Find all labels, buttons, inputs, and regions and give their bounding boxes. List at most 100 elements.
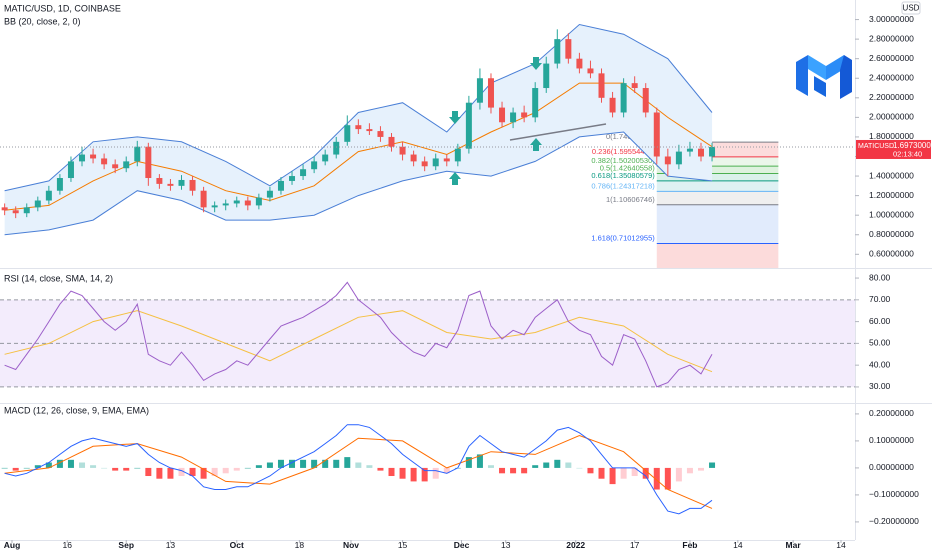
histogram-bar xyxy=(587,467,594,474)
histogram-bar xyxy=(123,467,130,471)
signal-arrows xyxy=(449,57,542,185)
logo-part xyxy=(796,55,808,96)
histogram-bar xyxy=(322,459,329,468)
candle-body xyxy=(23,207,30,214)
fib-zone xyxy=(656,180,779,192)
x-tick-label: 17 xyxy=(630,540,640,550)
candle-body xyxy=(79,154,86,162)
candle-body xyxy=(421,161,428,167)
candle-body xyxy=(399,146,406,155)
histogram-bar xyxy=(101,467,108,469)
histogram-bar xyxy=(45,462,52,468)
histogram-bar xyxy=(543,462,550,468)
candle-body xyxy=(145,146,152,179)
y-tick-label: 40.00 xyxy=(869,359,891,369)
candle-body xyxy=(123,161,130,169)
histogram-bar xyxy=(222,467,229,474)
histogram-bar xyxy=(532,465,539,468)
histogram-bar xyxy=(642,467,649,479)
arrow-down xyxy=(449,111,461,124)
candle-body xyxy=(34,200,41,208)
histogram-bar xyxy=(554,459,561,468)
candle-body xyxy=(521,112,528,118)
histogram-bar xyxy=(377,467,384,471)
arrow-down xyxy=(530,57,542,70)
candle-body xyxy=(233,200,240,204)
candle-body xyxy=(189,179,196,191)
candle-body xyxy=(675,151,682,165)
candle-body xyxy=(664,156,671,165)
plot-layer: 0(1.74674370)0.236(1.59554411)0.382(1.50… xyxy=(0,23,855,515)
x-tick-label: 14 xyxy=(836,540,846,550)
y-tick-label: 80.00 xyxy=(869,272,891,282)
candle-body xyxy=(432,158,439,167)
candle-body xyxy=(45,190,52,201)
histogram-bar xyxy=(609,467,616,485)
x-tick-label: Sep xyxy=(118,540,134,550)
histogram-bar xyxy=(311,459,318,468)
candle-body xyxy=(476,78,483,103)
arrow-up xyxy=(449,172,461,185)
histogram-bar xyxy=(23,467,30,469)
candle-body xyxy=(322,154,329,162)
histogram-bar xyxy=(631,467,638,477)
candle-body xyxy=(211,205,218,208)
candle-body xyxy=(388,136,395,147)
candle-body xyxy=(576,58,583,69)
candle-body xyxy=(200,190,207,208)
unit-box[interactable] xyxy=(901,1,921,15)
histogram-bar xyxy=(211,467,218,477)
y-tick-label: 70.00 xyxy=(869,294,891,304)
histogram-bar xyxy=(156,467,163,479)
y-tick-label: 30.00 xyxy=(869,381,891,391)
x-tick-label: 18 xyxy=(295,540,305,550)
histogram-bar xyxy=(200,467,207,479)
x-tick-label: Dec xyxy=(454,540,470,550)
bb-lower xyxy=(4,131,713,236)
candle-body xyxy=(12,210,19,214)
signal-line xyxy=(4,434,713,509)
candle-body xyxy=(642,88,649,113)
fib-label: 1.618(0.71012955) xyxy=(591,234,655,243)
y-tick-label: 1.40000000 xyxy=(869,170,914,180)
histogram-bar xyxy=(34,465,41,468)
histogram-bar xyxy=(697,467,704,471)
y-tick-label: 0.80000000 xyxy=(869,229,914,239)
y-tick-label: 2.00000000 xyxy=(869,112,914,122)
candle-body xyxy=(686,148,693,152)
fib-zone xyxy=(656,166,779,174)
candle-body xyxy=(454,148,461,162)
y-tick-label: 1.80000000 xyxy=(869,131,914,141)
histogram-bar xyxy=(576,467,583,469)
x-tick-label: 15 xyxy=(398,540,408,550)
price-tag-symbol: MATICUSD xyxy=(858,143,894,150)
candle-body xyxy=(377,131,384,137)
histogram-bar xyxy=(344,457,351,468)
candle-body xyxy=(277,180,284,191)
macd-line xyxy=(4,424,713,515)
x-tick-label: Nov xyxy=(343,540,359,550)
candle-body xyxy=(598,73,605,98)
histogram-bar xyxy=(244,467,251,469)
y-tick-label: −0.10000000 xyxy=(869,489,919,499)
candle-body xyxy=(510,112,517,123)
y-tick-label: 60.00 xyxy=(869,316,891,326)
candle-body xyxy=(344,125,351,142)
histogram-bar xyxy=(333,459,340,468)
candle-body xyxy=(112,164,119,169)
candle-body xyxy=(156,178,163,184)
candle-body xyxy=(255,197,262,206)
candle-body xyxy=(487,78,494,108)
histogram-bar xyxy=(79,462,86,468)
y-tick-label: 2.20000000 xyxy=(869,92,914,102)
histogram-bar xyxy=(134,467,141,469)
histogram-bar xyxy=(443,467,450,474)
y-tick-label: 1.00000000 xyxy=(869,209,914,219)
histogram-bar xyxy=(1,467,8,469)
histogram-bar xyxy=(465,457,472,468)
histogram-bar xyxy=(167,467,174,479)
y-tick-label: −0.20000000 xyxy=(869,516,919,526)
histogram-bar xyxy=(675,467,682,482)
x-tick-label: 13 xyxy=(501,540,511,550)
histogram-bar xyxy=(476,454,483,468)
